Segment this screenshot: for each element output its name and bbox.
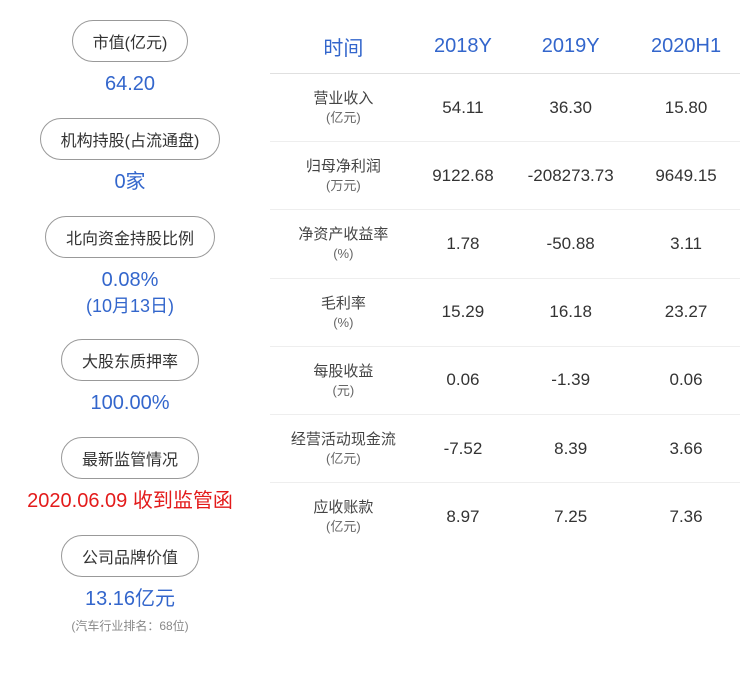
metric-value: 0.08%(10月13日) [86,266,174,319]
data-cell: 23.27 [632,278,740,346]
data-cell: 7.36 [632,483,740,551]
metric-value: 64.20 [105,70,155,98]
metric-value: 100.00% [91,389,170,417]
financial-table-column: 时间2018Y2019Y2020H1 营业收入(亿元)54.1136.3015.… [260,20,740,658]
table-header-row: 时间2018Y2019Y2020H1 [270,20,740,74]
metric-note: (汽车行业排名：68位) [71,617,188,634]
table-header-cell: 2018Y [417,20,510,74]
data-cell: 0.06 [632,346,740,414]
metric-label-pill: 市值(亿元) [72,20,189,62]
data-cell: 8.39 [509,414,632,482]
metric-value: 0家 [114,168,145,196]
metric-label-pill: 北向资金持股比例 [45,216,215,258]
metric-subtext: (10月13日) [86,294,174,319]
table-row: 经营活动现金流(亿元)-7.528.393.66 [270,414,740,482]
table-row: 每股收益(元)0.06-1.390.06 [270,346,740,414]
data-cell: -50.88 [509,210,632,278]
row-label-cell: 净资产收益率(%) [270,210,417,278]
data-cell: -7.52 [417,414,510,482]
data-cell: 9649.15 [632,142,740,210]
row-unit: (元) [276,382,411,400]
row-label-cell: 每股收益(元) [270,346,417,414]
table-row: 归母净利润(万元)9122.68-208273.739649.15 [270,142,740,210]
metric-label-pill: 大股东质押率 [61,339,199,381]
financial-table: 时间2018Y2019Y2020H1 营业收入(亿元)54.1136.3015.… [270,20,740,550]
row-label-cell: 毛利率(%) [270,278,417,346]
data-cell: 3.11 [632,210,740,278]
data-cell: 1.78 [417,210,510,278]
row-unit: (%) [276,245,411,263]
row-label-cell: 营业收入(亿元) [270,74,417,142]
data-cell: 0.06 [417,346,510,414]
table-body: 营业收入(亿元)54.1136.3015.80归母净利润(万元)9122.68-… [270,74,740,551]
table-header-cell: 时间 [270,20,417,74]
metric-label-pill: 公司品牌价值 [61,535,199,577]
metric-value: 2020.06.09 收到监管函 [27,487,233,515]
data-cell: 15.80 [632,74,740,142]
data-cell: 9122.68 [417,142,510,210]
row-unit: (亿元) [276,518,411,536]
data-cell: 16.18 [509,278,632,346]
table-header-cell: 2020H1 [632,20,740,74]
row-label-cell: 经营活动现金流(亿元) [270,414,417,482]
row-unit: (万元) [276,177,411,195]
table-header-cell: 2019Y [509,20,632,74]
data-cell: 8.97 [417,483,510,551]
row-unit: (%) [276,314,411,332]
table-row: 应收账款(亿元)8.977.257.36 [270,483,740,551]
table-row: 净资产收益率(%)1.78-50.883.11 [270,210,740,278]
left-metrics-column: 市值(亿元) 64.20 机构持股(占流通盘) 0家北向资金持股比例 0.08%(10月… [10,20,260,658]
row-unit: (亿元) [276,450,411,468]
table-row: 毛利率(%)15.2916.1823.27 [270,278,740,346]
data-cell: 15.29 [417,278,510,346]
data-cell: 54.11 [417,74,510,142]
data-cell: -208273.73 [509,142,632,210]
table-row: 营业收入(亿元)54.1136.3015.80 [270,74,740,142]
data-cell: 36.30 [509,74,632,142]
data-cell: -1.39 [509,346,632,414]
row-unit: (亿元) [276,109,411,127]
metric-label-pill: 机构持股(占流通盘) [40,118,221,160]
data-cell: 7.25 [509,483,632,551]
row-label-cell: 归母净利润(万元) [270,142,417,210]
metric-value: 13.16亿元 [85,585,175,613]
data-cell: 3.66 [632,414,740,482]
metric-label-pill: 最新监管情况 [61,437,199,479]
row-label-cell: 应收账款(亿元) [270,483,417,551]
